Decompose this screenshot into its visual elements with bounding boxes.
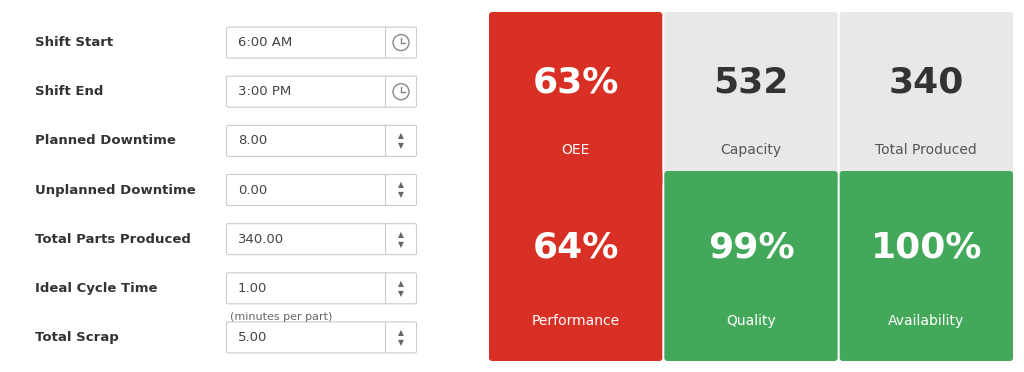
Text: 0.00: 0.00	[238, 183, 267, 196]
Text: Total Parts Produced: Total Parts Produced	[35, 232, 190, 246]
Text: ▼: ▼	[398, 338, 403, 347]
Text: ▲: ▲	[398, 279, 403, 288]
FancyBboxPatch shape	[489, 12, 663, 187]
FancyBboxPatch shape	[385, 273, 417, 304]
Text: Unplanned Downtime: Unplanned Downtime	[35, 183, 196, 196]
Text: Quality: Quality	[726, 314, 776, 328]
FancyBboxPatch shape	[665, 12, 838, 187]
Text: ▼: ▼	[398, 141, 403, 150]
FancyBboxPatch shape	[385, 322, 417, 353]
FancyBboxPatch shape	[226, 224, 387, 255]
FancyBboxPatch shape	[226, 76, 387, 107]
FancyBboxPatch shape	[226, 322, 387, 353]
FancyBboxPatch shape	[226, 125, 387, 156]
Text: ▼: ▼	[398, 289, 403, 298]
Text: 6:00 AM: 6:00 AM	[238, 36, 292, 49]
Text: ▼: ▼	[398, 190, 403, 199]
FancyBboxPatch shape	[840, 171, 1013, 361]
Text: Availability: Availability	[888, 314, 965, 328]
Text: ▲: ▲	[398, 328, 403, 337]
Text: Shift Start: Shift Start	[35, 36, 113, 49]
Text: Performance: Performance	[531, 314, 620, 328]
Text: ▲: ▲	[398, 180, 403, 189]
Text: 340.00: 340.00	[238, 232, 284, 246]
Text: 340: 340	[889, 65, 964, 100]
Text: 99%: 99%	[708, 231, 795, 264]
Text: 532: 532	[714, 65, 788, 100]
Text: 1.00: 1.00	[238, 282, 267, 295]
Text: Capacity: Capacity	[721, 143, 781, 157]
Text: Total Produced: Total Produced	[876, 143, 977, 157]
Text: ▲: ▲	[398, 131, 403, 140]
Text: Shift End: Shift End	[35, 85, 103, 98]
FancyBboxPatch shape	[226, 273, 387, 304]
FancyBboxPatch shape	[840, 12, 1013, 187]
FancyBboxPatch shape	[385, 27, 417, 58]
Text: OEE: OEE	[561, 143, 590, 157]
FancyBboxPatch shape	[385, 76, 417, 107]
FancyBboxPatch shape	[385, 224, 417, 255]
Text: 5.00: 5.00	[238, 331, 267, 344]
FancyBboxPatch shape	[385, 174, 417, 205]
FancyBboxPatch shape	[385, 125, 417, 156]
FancyBboxPatch shape	[226, 174, 387, 205]
Text: 63%: 63%	[532, 65, 618, 100]
Text: ▼: ▼	[398, 240, 403, 248]
Text: 8.00: 8.00	[238, 134, 267, 147]
Text: ▲: ▲	[398, 230, 403, 239]
Text: 3:00 PM: 3:00 PM	[238, 85, 291, 98]
Text: Ideal Cycle Time: Ideal Cycle Time	[35, 282, 158, 295]
Text: Planned Downtime: Planned Downtime	[35, 134, 176, 147]
FancyBboxPatch shape	[226, 27, 387, 58]
Text: (minutes per part): (minutes per part)	[230, 312, 333, 322]
Text: Total Scrap: Total Scrap	[35, 331, 119, 344]
Text: 64%: 64%	[532, 231, 618, 264]
FancyBboxPatch shape	[665, 171, 838, 361]
Text: 100%: 100%	[870, 231, 982, 264]
FancyBboxPatch shape	[489, 171, 663, 361]
